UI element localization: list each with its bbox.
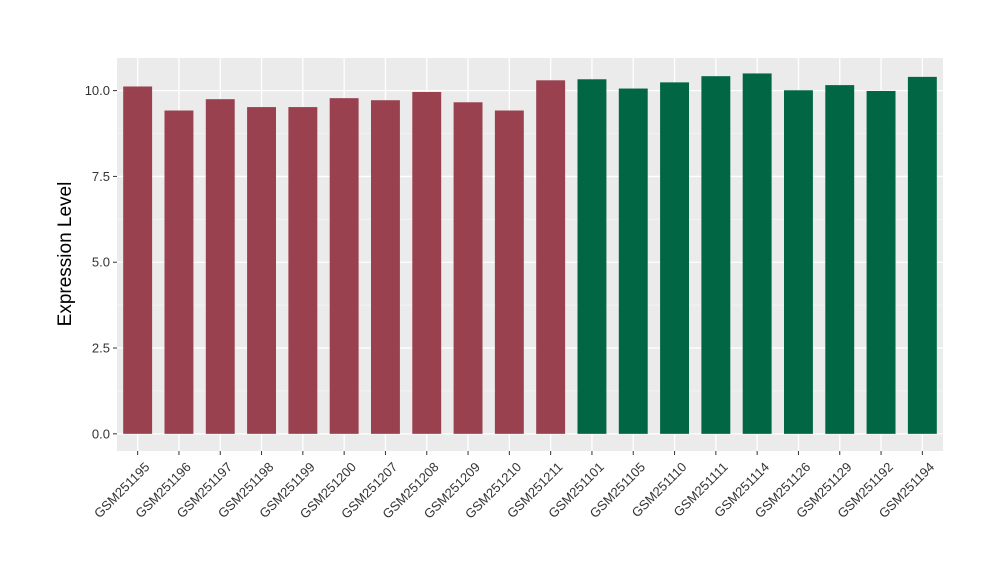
y-tick-label: 10.0 — [85, 83, 110, 98]
bar — [660, 82, 690, 434]
bar — [701, 76, 731, 434]
y-tick-label: 7.5 — [92, 169, 110, 184]
bar — [247, 107, 277, 434]
bar — [329, 98, 359, 434]
y-axis: 0.0 2.5 5.0 7.5 10.0 — [85, 83, 117, 441]
bar — [412, 91, 442, 434]
bar — [370, 100, 400, 434]
bar — [123, 86, 153, 434]
plot-panel — [117, 58, 943, 451]
bar — [783, 90, 813, 434]
bars — [123, 73, 937, 434]
bar — [288, 107, 318, 434]
bar — [742, 73, 772, 434]
bar — [164, 110, 194, 434]
bar — [453, 102, 483, 434]
x-axis: GSM251195GSM251196GSM251197GSM251198GSM2… — [91, 451, 937, 522]
bar — [866, 90, 896, 434]
bar — [907, 76, 937, 434]
y-tick-label: 2.5 — [92, 341, 110, 356]
bar — [494, 110, 524, 434]
y-tick-label: 5.0 — [92, 255, 110, 270]
bar — [618, 88, 648, 434]
bar — [825, 85, 855, 434]
bar — [577, 79, 607, 434]
y-axis-title: Expression Level — [55, 182, 76, 327]
y-tick-label: 0.0 — [92, 426, 110, 441]
bar — [536, 80, 566, 434]
bar — [205, 99, 235, 434]
